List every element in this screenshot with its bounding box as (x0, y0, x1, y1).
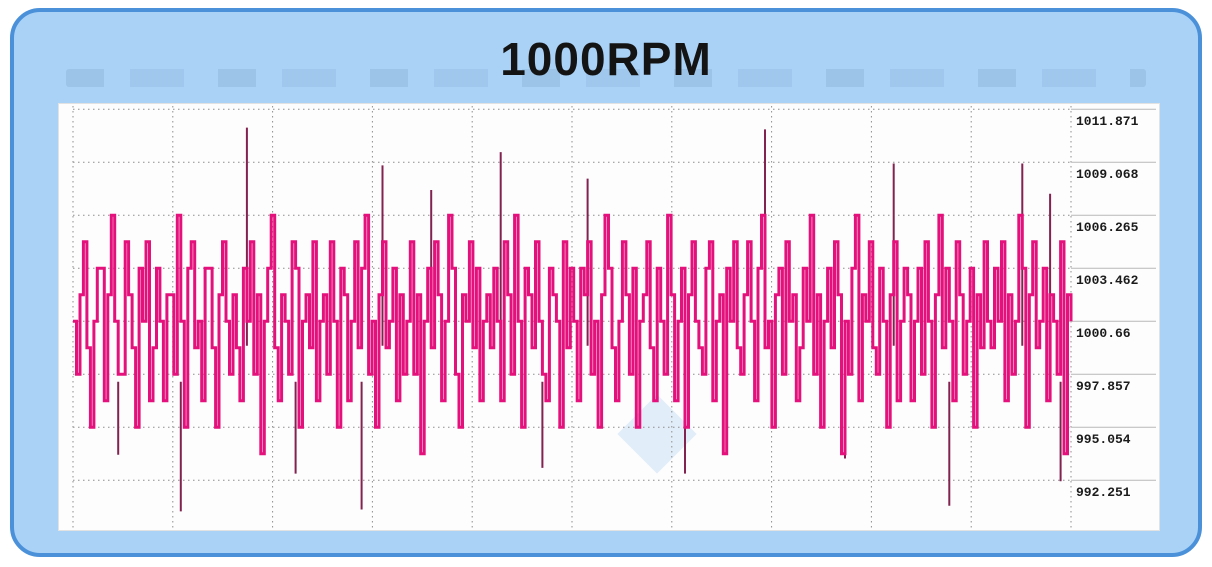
y-tick-label: 995.054 (1076, 432, 1131, 447)
y-tick-label: 1003.462 (1076, 273, 1139, 288)
y-tick-label: 1011.871 (1076, 114, 1139, 129)
chart-card: 1000RPM 1011.871 1009.068 1006.265 1003.462… (10, 8, 1202, 557)
chart-title: 1000RPM (500, 33, 712, 85)
y-tick-label: 1006.265 (1076, 220, 1139, 235)
chart-panel: 1011.871 1009.068 1006.265 1003.462 1000.66 9… (58, 103, 1160, 531)
y-tick-label: 997.857 (1076, 379, 1131, 394)
watermark-blur-row (66, 69, 1146, 87)
y-tick-label: 992.251 (1076, 485, 1131, 500)
y-tick-label: 1000.66 (1076, 326, 1131, 341)
rpm-line-chart: 1011.871 1009.068 1006.265 1003.462 1000.66 9… (72, 106, 1156, 529)
y-tick-label: 1009.068 (1076, 167, 1139, 182)
